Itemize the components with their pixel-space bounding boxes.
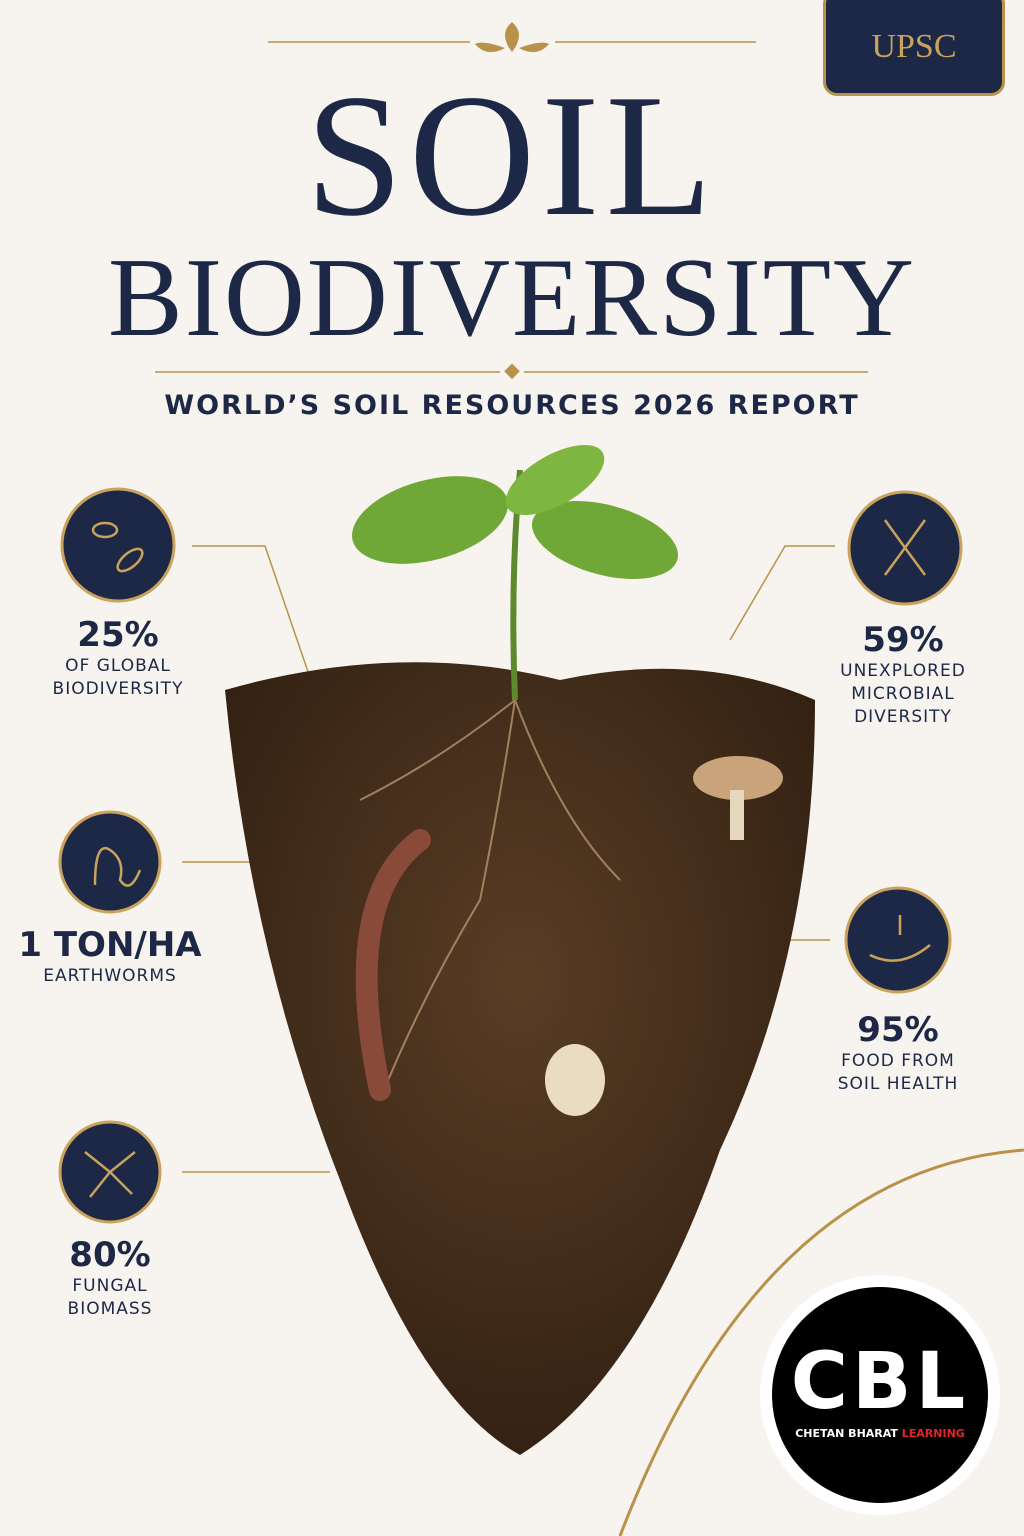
badge: UPSC bbox=[823, 0, 1005, 96]
logo-name-a: CHETAN BHARAT bbox=[795, 1427, 898, 1440]
stat-value: 95% bbox=[857, 1010, 939, 1050]
stat: 25% OF GLOBAL BIODIVERSITY bbox=[8, 615, 228, 701]
stat: 95% FOOD FROM SOIL HEALTH bbox=[788, 1010, 1008, 1096]
logo-name: CHETAN BHARAT LEARNING bbox=[772, 1427, 988, 1440]
stat-label: SOIL HEALTH bbox=[837, 1074, 959, 1094]
stat-label: UNEXPLORED bbox=[840, 661, 966, 681]
logo-name-b: LEARNING bbox=[901, 1427, 965, 1440]
stat-label: OF GLOBAL bbox=[65, 656, 171, 676]
stat-label: FUNGAL bbox=[72, 1276, 148, 1296]
stat: 59% UNEXPLORED MICROBIAL DIVERSITY bbox=[793, 620, 1013, 729]
stat-value: 59% bbox=[862, 620, 944, 660]
stat-label: BIOMASS bbox=[67, 1299, 153, 1319]
stat-value: 1 TON/HA bbox=[18, 925, 202, 965]
stat-label: BIODIVERSITY bbox=[52, 679, 184, 699]
stat-label: DIVERSITY bbox=[854, 707, 952, 727]
logo-mark: CBL bbox=[790, 1337, 970, 1427]
subtitle: WORLD’S SOIL RESOURCES 2026 REPORT bbox=[164, 390, 860, 421]
stat-value: 80% bbox=[69, 1235, 151, 1275]
title-line: SOIL bbox=[305, 58, 719, 252]
stat: 1 TON/HA EARTHWORMS bbox=[0, 925, 220, 988]
stat-value: 25% bbox=[77, 615, 159, 655]
stat-label: EARTHWORMS bbox=[43, 966, 177, 986]
logo: CBL CHETAN BHARAT LEARNING bbox=[760, 1275, 1000, 1515]
stat-label: MICROBIAL bbox=[851, 684, 955, 704]
stat-label: FOOD FROM bbox=[841, 1051, 955, 1071]
title-line: BIODIVERSITY bbox=[108, 236, 916, 360]
stat: 80% FUNGAL BIOMASS bbox=[0, 1235, 220, 1321]
